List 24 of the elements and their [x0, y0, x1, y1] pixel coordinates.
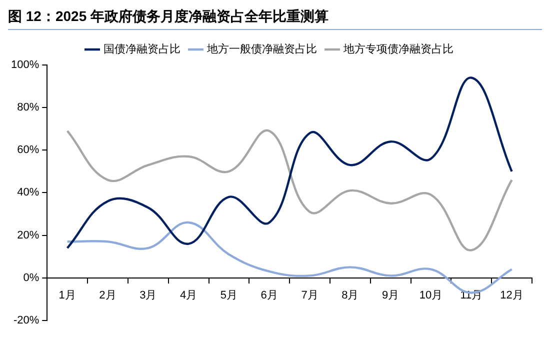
- line-series: [66, 130, 513, 252]
- x-tick-label: 4月: [180, 289, 198, 302]
- x-tick-label: 7月: [301, 289, 318, 302]
- x-tick-label: 3月: [140, 289, 157, 302]
- x-tick-label: 6月: [260, 289, 278, 302]
- chart-title: 图 12：2025 年政府债务月度净融资占全年比重测算: [8, 8, 542, 30]
- line-series: [66, 76, 513, 250]
- y-tick-label: 100%: [10, 59, 40, 72]
- y-tick-label: 80%: [17, 102, 40, 114]
- x-tick-label: 2月: [99, 289, 116, 302]
- legend-label: 地方一般债净融资占比: [206, 42, 317, 56]
- x-tick-label: 9月: [382, 289, 400, 302]
- y-tick-label: 20%: [17, 229, 40, 242]
- x-tick-label: 5月: [220, 289, 238, 302]
- x-tick-label: 8月: [342, 289, 359, 302]
- x-tick-label: 10月: [419, 289, 443, 302]
- x-tick-label: 12月: [500, 289, 524, 302]
- legend-label: 地方专项债净融资占比: [342, 42, 454, 56]
- legend-label: 国债净融资占比: [103, 42, 180, 56]
- y-tick-label: 40%: [17, 186, 40, 199]
- y-tick-label: -20%: [13, 314, 40, 326]
- y-tick-label: 0%: [23, 272, 40, 284]
- x-tick-label: 1月: [58, 289, 76, 302]
- y-tick-label: 60%: [17, 144, 40, 156]
